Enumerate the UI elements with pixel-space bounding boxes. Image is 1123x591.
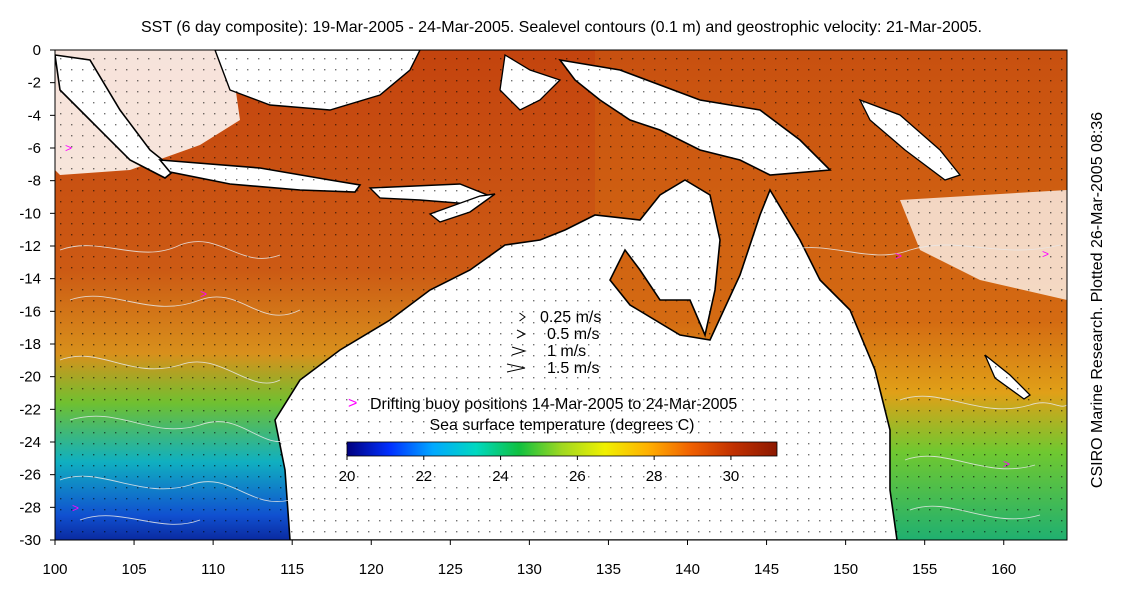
y-tick-label: -6	[28, 140, 41, 157]
velocity-arrow	[511, 346, 527, 356]
y-tick-label: -28	[19, 499, 41, 516]
x-tick-label: 120	[359, 561, 384, 578]
velocity-arrow	[519, 312, 526, 322]
land-new-guinea	[558, 58, 832, 176]
x-tick-label: 115	[280, 561, 304, 578]
x-tick-label: 125	[438, 561, 463, 578]
y-tick-label: -16	[19, 303, 41, 320]
velocity-label: 0.25 m/s	[540, 309, 601, 326]
x-tick-label: 135	[596, 561, 621, 578]
land-sumatra	[55, 54, 177, 179]
velocity-arrow	[516, 329, 527, 339]
y-tick-label: -14	[19, 271, 41, 288]
colorbar-tick-label: 26	[569, 468, 586, 485]
svg-text:>: >	[1003, 457, 1010, 471]
map-panel: > > > > > >	[55, 50, 1067, 540]
land-sulawesi	[499, 53, 562, 111]
y-tick-label: -18	[19, 336, 41, 353]
colorbar-tick-label: 28	[646, 468, 663, 485]
velocity-label: 0.5 m/s	[547, 326, 599, 343]
colorbar-tick-label: 22	[415, 468, 432, 485]
x-tick-label: 150	[833, 561, 858, 578]
velocity-field	[60, 58, 1063, 533]
velocity-label: 1.5 m/s	[547, 360, 599, 377]
colorbar-tick-label: 30	[723, 468, 740, 485]
y-tick-label: -30	[19, 532, 41, 549]
y-tick-label: -26	[19, 467, 41, 484]
y-tick-label: -10	[19, 205, 41, 222]
velocity-label: 1 m/s	[547, 343, 586, 360]
y-tick-label: -20	[19, 369, 41, 386]
velocity-legend: 0.25 m/s0.5 m/s1 m/s1.5 m/s	[506, 309, 601, 377]
y-tick-label: -12	[19, 238, 41, 255]
colorbar-ticks: 20 22 24 26 28 30	[339, 456, 740, 485]
svg-text:>: >	[65, 141, 72, 155]
x-tick-label: 105	[122, 561, 147, 578]
y-tick-label: -8	[28, 173, 41, 190]
y-tick-label: -2	[28, 75, 41, 92]
colorbar-tick-label: 24	[492, 468, 509, 485]
colorbar-title: Sea surface temperature (degrees C)	[429, 417, 694, 434]
buoy-markers: > > > > > >	[65, 141, 1049, 515]
x-tick-label: 140	[675, 561, 700, 578]
x-tick-label: 100	[42, 561, 67, 578]
buoy-legend: > Drifting buoy positions 14-Mar-2005 to…	[348, 395, 737, 413]
velocity-arrow	[506, 363, 526, 373]
y-tick-label: -24	[19, 434, 41, 451]
y-tick-label: -4	[28, 107, 41, 124]
x-tick-label: 130	[517, 561, 542, 578]
y-tick-label: -22	[19, 401, 41, 418]
colorbar-gradient	[346, 441, 778, 457]
map-title: SST (6 day composite): 19-Mar-2005 - 24-…	[141, 19, 982, 36]
x-tick-label: 145	[754, 561, 779, 578]
x-axis: 100 105 110 115 120 125 130 135 140 145 150 155 160	[42, 540, 1016, 578]
x-tick-label: 160	[991, 561, 1016, 578]
y-axis: 0 -2 -4 -6 -8 -10 -12 -14 -16 -18 -20 -22 -24 -26 -28 -…	[19, 42, 55, 549]
land-java	[158, 159, 362, 193]
land-islands-east	[858, 98, 962, 181]
cloud-patch-ne	[900, 190, 1067, 300]
buoy-legend-label: Drifting buoy positions 14-Mar-2005 to 2…	[370, 396, 737, 413]
y-tick-label: 0	[33, 42, 41, 59]
svg-text:>: >	[200, 287, 207, 301]
sealevel-contours	[59, 241, 1067, 525]
colorbar-tick-label: 20	[339, 468, 356, 485]
colorbar: Sea surface temperature (degrees C) 20 22…	[339, 417, 778, 485]
map-frame	[54, 49, 1068, 541]
x-tick-label: 155	[912, 561, 937, 578]
svg-text:>: >	[72, 501, 79, 515]
x-tick-label: 110	[201, 561, 225, 578]
buoy-legend-marker: >	[348, 395, 357, 412]
svg-text:>: >	[895, 249, 902, 263]
svg-text:>: >	[1042, 247, 1049, 261]
land-borneo	[214, 50, 421, 111]
